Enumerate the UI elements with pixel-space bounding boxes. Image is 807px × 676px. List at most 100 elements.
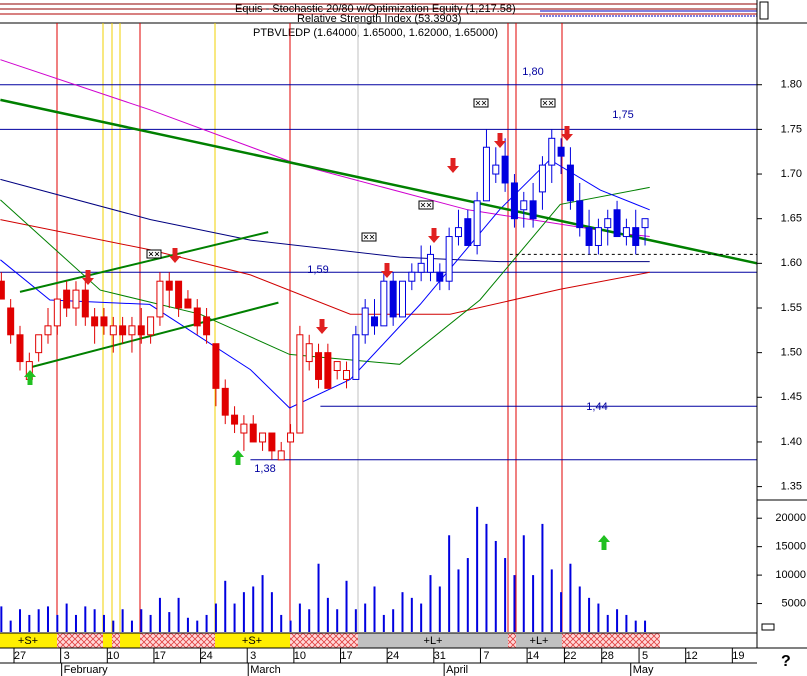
volume-bar	[504, 558, 507, 632]
candle-body	[184, 298, 192, 309]
candle-body	[417, 262, 425, 273]
overlay-line	[0, 186, 650, 365]
volume-bar	[392, 609, 395, 632]
x-tick-label: 24	[200, 650, 212, 662]
candle-body	[501, 155, 509, 184]
level-label: 1,44	[586, 401, 607, 413]
volume-bar	[298, 603, 301, 632]
volume-bar	[196, 620, 199, 632]
volume-bar	[644, 620, 647, 632]
candle-body	[72, 289, 80, 309]
volume-bar	[457, 569, 460, 632]
x-tick-label: 3	[64, 650, 70, 662]
volume-bar	[177, 597, 180, 632]
signal-box	[418, 200, 434, 210]
volume-bar	[28, 614, 31, 632]
y-tick-label: 1.80	[781, 79, 802, 91]
candle-body	[156, 280, 164, 318]
volume-bar	[65, 603, 68, 632]
volume-bar	[252, 586, 255, 632]
candle-body	[398, 280, 406, 318]
x-tick-label: 19	[732, 650, 744, 662]
candle-body	[231, 414, 239, 425]
month-label: March	[250, 664, 281, 676]
candle-body	[315, 352, 323, 380]
candle-body	[324, 352, 332, 389]
x-tick-label: 12	[686, 650, 698, 662]
volume-bar	[37, 609, 40, 632]
month-label: April	[446, 664, 468, 676]
volume-bar	[289, 620, 292, 632]
overlay-line	[19, 231, 269, 293]
candle-body	[510, 182, 518, 220]
volume-bar	[569, 563, 572, 632]
month-label: May	[633, 664, 654, 676]
help-icon[interactable]: ?	[781, 653, 791, 670]
y-tick-label: 1.60	[781, 257, 802, 269]
volume-bar	[616, 609, 619, 632]
candle-body	[576, 200, 584, 229]
x-tick-label: 17	[154, 650, 166, 662]
candle-body	[352, 334, 360, 380]
candle-body	[454, 227, 462, 238]
y-tick-label: 1.55	[781, 302, 802, 314]
candle-body	[259, 432, 267, 443]
volume-bar	[522, 535, 525, 632]
volume-bar	[410, 597, 413, 632]
candle-body	[380, 280, 388, 327]
volume-bar	[448, 535, 451, 632]
volume-bar	[466, 558, 469, 632]
volume-bar	[336, 609, 339, 632]
volume-bar	[280, 614, 283, 632]
volume-bar	[112, 620, 115, 632]
volume-bar	[168, 612, 171, 632]
indicator-title: Equis - Stochastic 20/80 w/Optimization …	[235, 3, 516, 15]
x-tick-label: 10	[107, 650, 119, 662]
volume-bar	[93, 609, 96, 632]
y-tick-label: 1.45	[781, 391, 802, 403]
x-tick-label: 28	[602, 650, 614, 662]
volume-bar	[634, 620, 637, 632]
y-tick-label: 15000	[775, 541, 806, 553]
volume-bar	[541, 523, 544, 632]
candle-body	[436, 271, 444, 282]
x-tick-label: 22	[564, 650, 576, 662]
x-tick-label: 31	[434, 650, 446, 662]
volume-bar	[364, 603, 367, 632]
signal-label: +S+	[242, 635, 262, 647]
candle-body	[538, 164, 546, 193]
volume-bar	[382, 614, 385, 632]
signal-label: +S+	[18, 635, 38, 647]
signal-label: +L+	[530, 635, 549, 647]
volume-bar	[149, 614, 152, 632]
x-tick-label: 14	[527, 650, 539, 662]
volume-bar	[102, 614, 105, 632]
y-tick-label: 1.35	[781, 481, 802, 493]
level-label: 1,38	[254, 463, 275, 475]
candle-body	[147, 316, 155, 336]
candle-body	[249, 423, 257, 443]
candle-body	[128, 325, 136, 336]
volume-bar	[532, 575, 535, 632]
signal-band	[0, 632, 807, 649]
volume-bar	[401, 592, 404, 632]
candle-body	[408, 271, 416, 282]
x-tick-label: 7	[483, 650, 489, 662]
volume-bar	[84, 606, 87, 632]
volume-bar	[308, 609, 311, 632]
y-tick-label: 1.65	[781, 213, 802, 225]
candle-body	[277, 450, 285, 461]
volume-bar	[485, 523, 488, 632]
overlay-line	[0, 159, 650, 409]
y-tick-label: 20000	[775, 512, 806, 524]
candle-body	[426, 253, 434, 273]
candle-body	[203, 316, 211, 336]
candle-body	[548, 137, 556, 166]
volume-bar	[606, 614, 609, 632]
volume-bar	[326, 597, 329, 632]
x-tick-label: 17	[340, 650, 352, 662]
candle-body	[240, 423, 248, 434]
candle-body	[529, 200, 537, 220]
overlay-line	[31, 301, 279, 368]
